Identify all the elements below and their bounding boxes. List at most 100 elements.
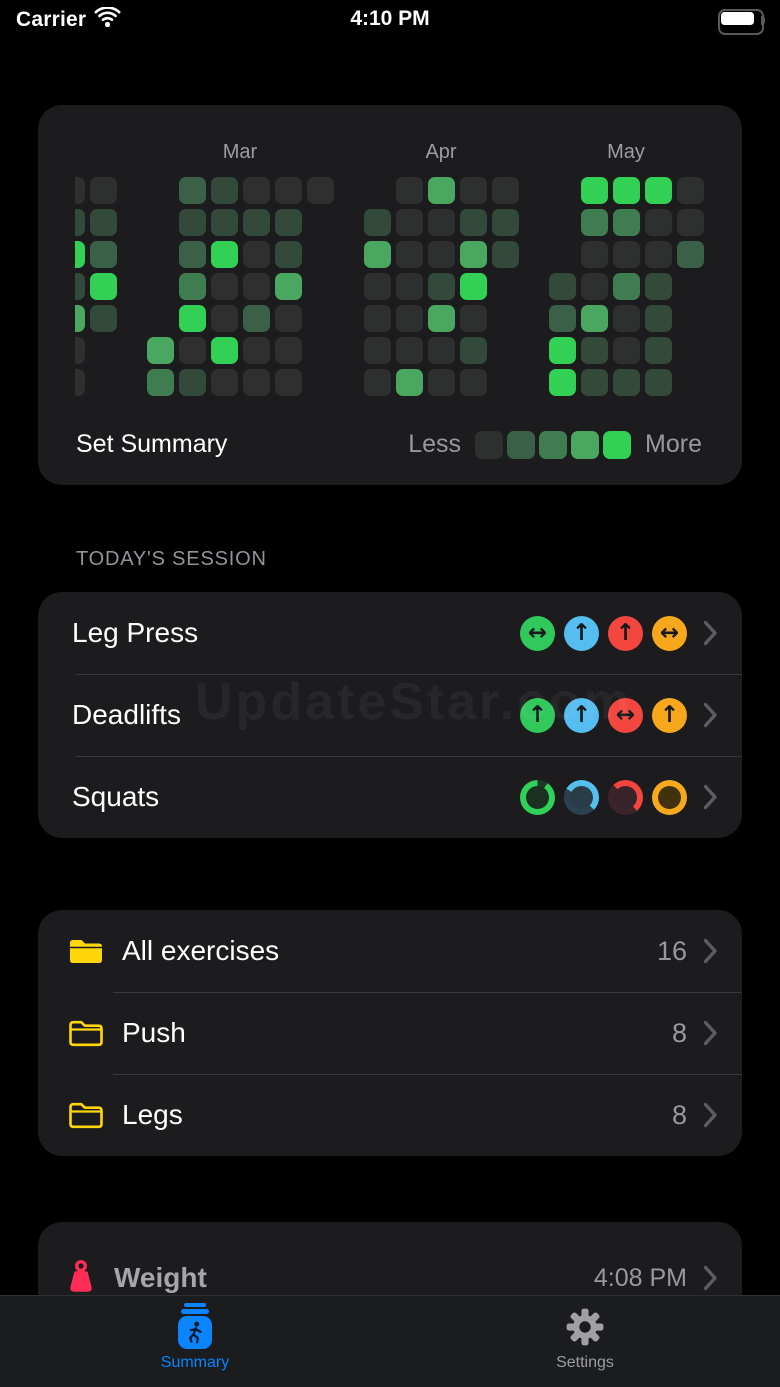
trend-arrow-badge: ↑: [520, 697, 555, 733]
tab-bar: Summary: [0, 1295, 780, 1387]
heatmap-cell: [460, 273, 487, 300]
progress-ring-badge: [652, 779, 687, 815]
row-separator: [113, 992, 742, 993]
trend-arrow-badge: ↔: [608, 697, 643, 733]
row-separator: [76, 756, 742, 757]
chevron-right-icon: [703, 938, 718, 964]
heatmap-cell: [75, 241, 85, 268]
heatmap-cell: [581, 209, 608, 236]
folder-filled-icon: [68, 936, 104, 967]
heatmap-cell: [179, 369, 206, 396]
exercise-name: Deadlifts: [72, 699, 181, 730]
heatmap-cell: [581, 369, 608, 396]
heatmap-cell: [211, 273, 238, 300]
heatmap-cell: [243, 241, 270, 268]
session-row[interactable]: Leg Press ↔ ↑ ↑ ↔: [38, 592, 742, 674]
heatmap-cell: [211, 369, 238, 396]
heatmap-cell: [307, 177, 334, 204]
heatmap-cell: [460, 305, 487, 332]
folder-count: 16: [656, 935, 687, 966]
heatmap-month-labels: Mar Apr May: [38, 141, 742, 165]
session-row[interactable]: Deadlifts ↑ ↑ ↔ ↑: [38, 674, 742, 756]
heatmap-cell: [243, 369, 270, 396]
heatmap-cell: [396, 273, 423, 300]
heatmap-cell: [549, 369, 576, 396]
heatmap-cell: [243, 209, 270, 236]
heatmap-cell: [492, 177, 519, 204]
heatmap-cell: [243, 177, 270, 204]
set-summary-card: Mar Apr May Set Summary Less More: [38, 105, 742, 485]
legend-square: [507, 430, 536, 459]
heatmap-cell: [613, 241, 640, 268]
folder-count: 8: [671, 1099, 687, 1130]
heatmap-cell: [75, 305, 85, 332]
heatmap-cell: [243, 273, 270, 300]
heatmap-cell: [275, 337, 302, 364]
heatmap-cell: [90, 305, 117, 332]
heatmap-week-column: [645, 177, 672, 397]
heatmap-cell: [364, 273, 391, 300]
trend-arrow-badge: ↑: [652, 697, 687, 733]
heatmap-cell: [460, 209, 487, 236]
heatmap-cell: [613, 369, 640, 396]
trend-arrow-badge: ↑: [564, 697, 599, 733]
row-separator: [113, 1074, 742, 1075]
heatmap-cell: [179, 305, 206, 332]
heatmap-cell: [396, 209, 423, 236]
heatmap-cell: [645, 177, 672, 204]
tab-settings[interactable]: Settings: [390, 1296, 780, 1387]
trend-arrow-badge: ↔: [520, 615, 555, 651]
heatmap-cell: [549, 337, 576, 364]
heatmap-cell: [645, 209, 672, 236]
heatmap-legend: Less More: [408, 430, 702, 459]
month-label: May: [607, 141, 645, 163]
legend-square: [603, 430, 632, 459]
heatmap-cell: [179, 273, 206, 300]
heatmap-cell: [677, 209, 704, 236]
heatmap-scroll-area[interactable]: [75, 177, 705, 397]
heatmap-cell: [492, 209, 519, 236]
heatmap-week-column: [75, 177, 85, 397]
tab-summary[interactable]: Summary: [0, 1296, 390, 1387]
heatmap-cell: [364, 305, 391, 332]
heatmap-cell: [179, 241, 206, 268]
chevron-right-icon: [703, 784, 718, 810]
folder-name: Legs: [122, 1099, 183, 1130]
heatmap-cell: [364, 241, 391, 268]
heatmap-cell: [90, 273, 117, 300]
heatmap-week-column: [492, 177, 519, 397]
legend-square: [571, 430, 600, 459]
heatmap-cell: [428, 305, 455, 332]
weight-row[interactable]: Weight 4:08 PM: [38, 1222, 742, 1334]
carrier-label: Carrier: [16, 8, 87, 31]
heatmap-cell: [460, 337, 487, 364]
heatmap-cell: [75, 273, 85, 300]
heatmap-cell: [211, 209, 238, 236]
heatmap-week-column: [307, 177, 334, 397]
folder-row[interactable]: All exercises 16: [38, 910, 742, 992]
heatmap-cell: [364, 337, 391, 364]
heatmap-cell: [396, 241, 423, 268]
month-label: Apr: [425, 141, 457, 163]
legend-scale: [475, 430, 632, 459]
summary-runner-icon: [172, 1303, 218, 1351]
folder-row[interactable]: Push 8: [38, 992, 742, 1074]
heatmap-cell: [613, 337, 640, 364]
heatmap-grid: [75, 177, 705, 397]
chevron-right-icon: [703, 702, 718, 728]
heatmap-cell: [428, 369, 455, 396]
progress-ring-badge: [608, 779, 643, 815]
heatmap-cell: [581, 337, 608, 364]
heatmap-week-column: [147, 177, 174, 397]
session-row[interactable]: Squats: [38, 756, 742, 838]
folder-row[interactable]: Legs 8: [38, 1074, 742, 1156]
legend-square: [475, 430, 504, 459]
chevron-right-icon: [703, 1020, 718, 1046]
heatmap-cell: [613, 305, 640, 332]
heatmap-cell: [364, 369, 391, 396]
legend-square: [539, 430, 568, 459]
heatmap-cell: [275, 241, 302, 268]
heatmap-week-column: [211, 177, 238, 397]
heatmap-cell: [396, 369, 423, 396]
heatmap-cell: [211, 241, 238, 268]
